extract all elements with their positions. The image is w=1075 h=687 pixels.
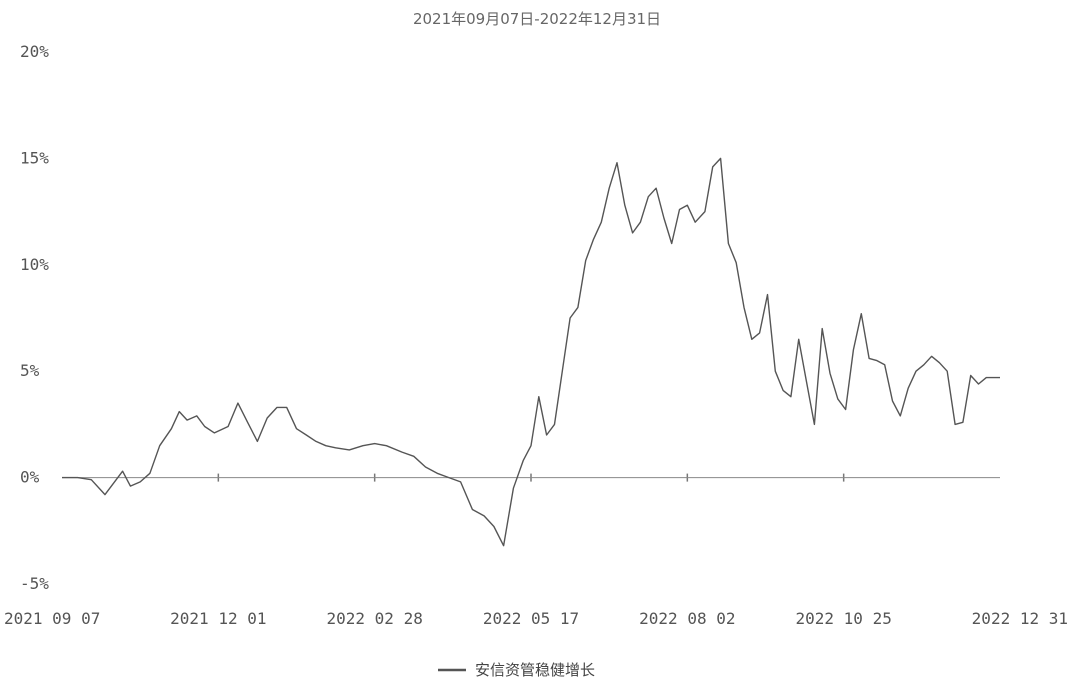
chart-title: 2021年09月07日-2022年12月31日: [413, 10, 661, 28]
x-tick-label: 2022 05 17: [483, 609, 579, 628]
y-tick-label: -5%: [20, 574, 49, 593]
y-tick-label: 5%: [20, 361, 40, 380]
y-axis-ticks: -5% 0% 5% 10% 15% 20%: [20, 42, 49, 593]
x-tick-label: 2021 09 07: [4, 609, 100, 628]
series-line: [62, 157, 1000, 547]
y-tick-label: 0%: [20, 468, 40, 487]
legend: 安信资管稳健增长: [438, 661, 595, 679]
y-tick-label: 15%: [20, 148, 49, 167]
y-tick-label: 20%: [20, 42, 49, 61]
x-tick-label: 2021 12 01: [170, 609, 266, 628]
x-tick-label: 2022 08 02: [639, 609, 735, 628]
y-tick-label: 10%: [20, 255, 49, 274]
x-tick-label: 2022 10 25: [796, 609, 892, 628]
series-layer: [62, 157, 1000, 547]
x-tick-label: 2022 12 31: [972, 609, 1068, 628]
legend-label: 安信资管稳健增长: [475, 661, 595, 679]
x-axis-ticks: 2021 09 07 2021 12 01 2022 02 28 2022 05 17…: [4, 473, 1068, 628]
x-tick-label: 2022 02 28: [327, 609, 423, 628]
